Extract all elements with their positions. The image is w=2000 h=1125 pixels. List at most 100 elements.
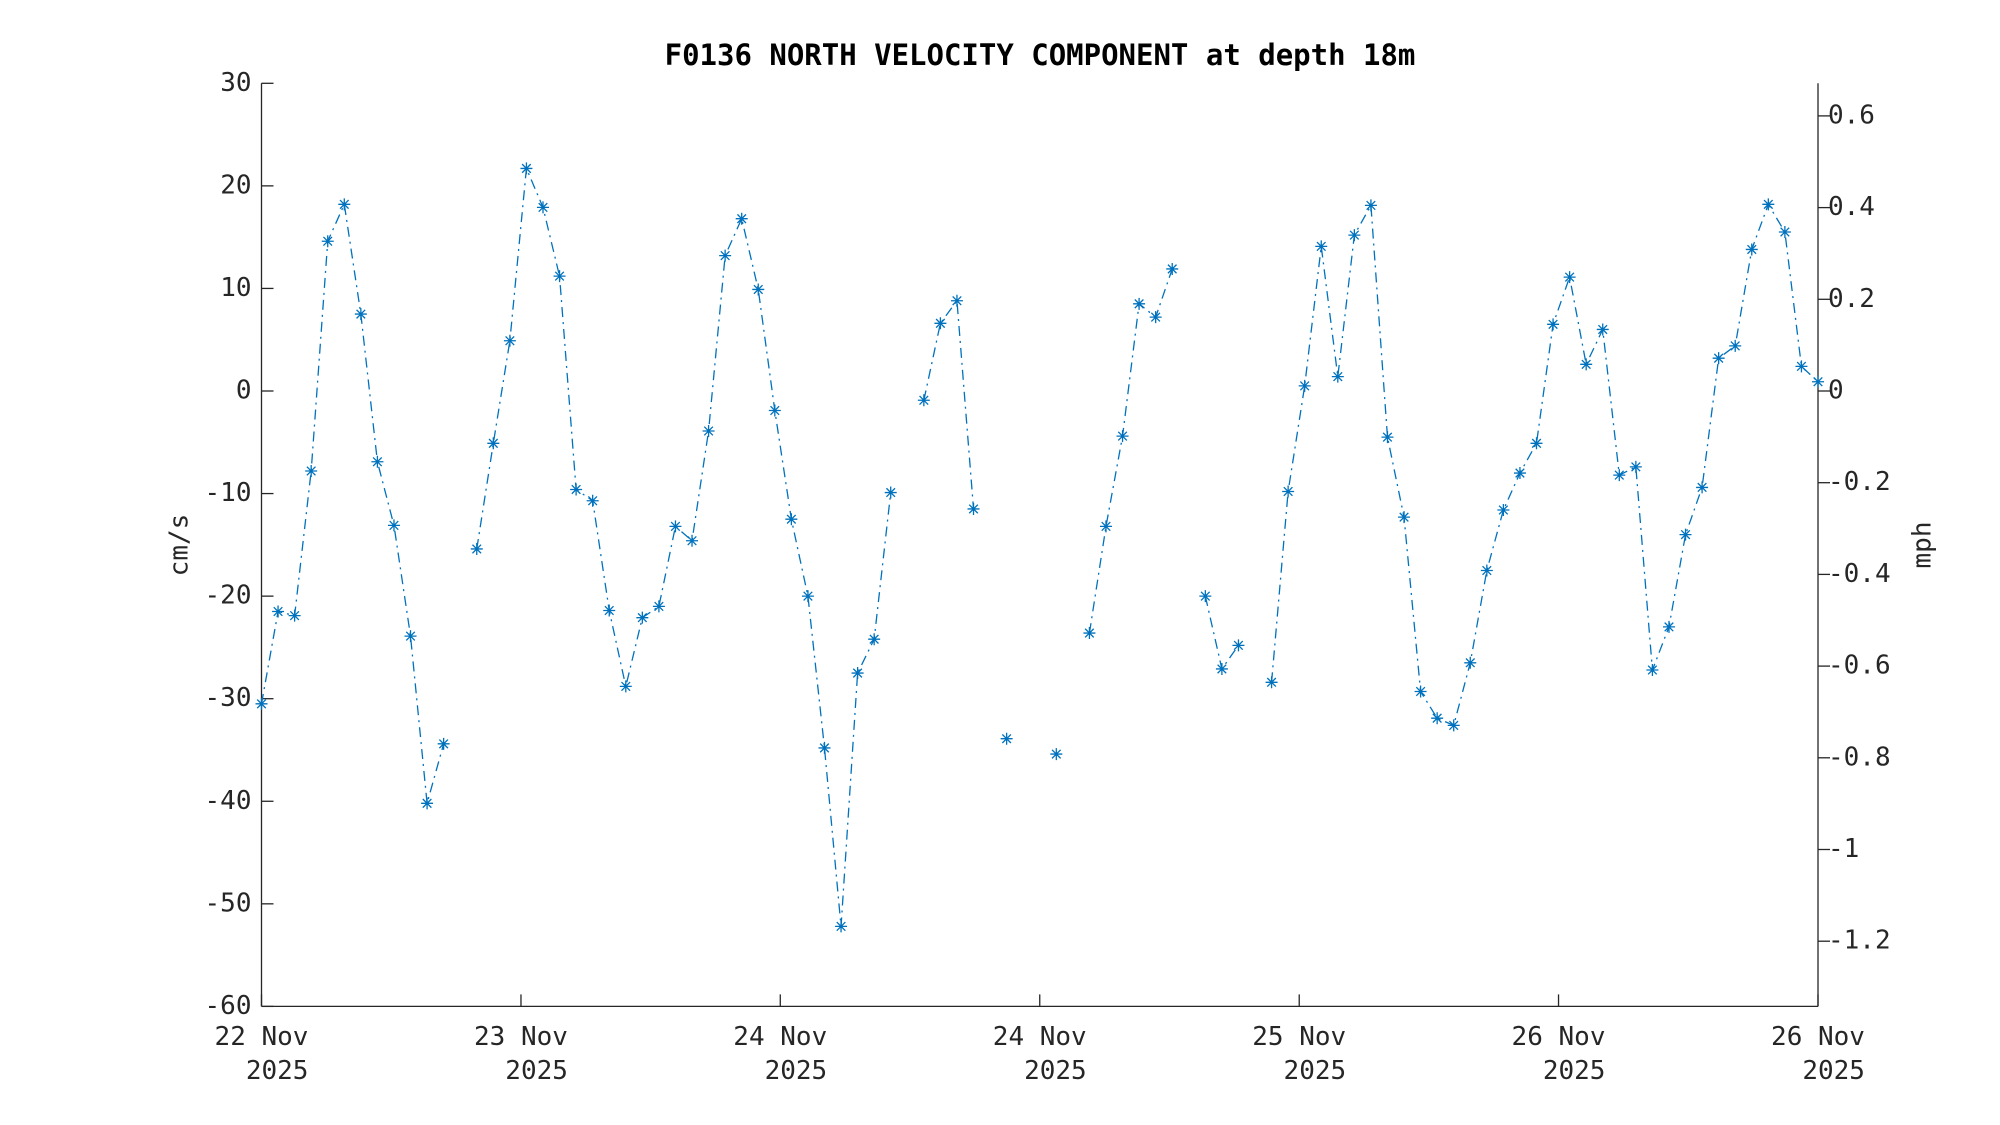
marker [1613, 469, 1626, 482]
x-tick-label: 24 Nov 2025 [992, 1022, 1087, 1087]
marker [719, 249, 732, 262]
marker [1381, 431, 1394, 444]
chart-title: F0136 NORTH VELOCITY COMPONENT at depth … [665, 38, 1416, 72]
x-tick-label: 23 Nov 2025 [474, 1022, 568, 1087]
x-tick-label: 26 Nov 2025 [1771, 1022, 1865, 1087]
marker [437, 737, 450, 750]
marker [288, 609, 301, 622]
y-axis-label: cm/s [165, 514, 195, 577]
y-tick-label: 10 [220, 273, 251, 303]
y-tick-label: 20 [220, 170, 251, 200]
y-tick-label: -10 [205, 478, 252, 508]
marker [1778, 226, 1791, 239]
marker [868, 633, 881, 646]
y2-tick-label: -1.2 [1828, 926, 1891, 956]
x-tick-label: 24 Nov 2025 [733, 1022, 828, 1087]
marker [1265, 676, 1278, 689]
marker [536, 201, 549, 214]
marker [1580, 358, 1593, 371]
marker [1099, 520, 1112, 533]
y2-tick-label: -0.2 [1828, 467, 1891, 497]
marker [1547, 318, 1560, 331]
marker [1431, 712, 1444, 725]
y-tick-label: 30 [220, 68, 251, 98]
marker [1000, 732, 1013, 745]
marker [1215, 662, 1228, 675]
marker [768, 404, 781, 417]
marker [255, 697, 268, 710]
marker [272, 605, 285, 618]
marker [487, 437, 500, 450]
marker [421, 797, 434, 810]
marker [1414, 685, 1427, 698]
marker [553, 270, 566, 283]
x-tick-label: 26 Nov 2025 [1511, 1022, 1606, 1087]
marker [950, 294, 963, 307]
y-tick-label: -20 [205, 581, 252, 611]
marker [1232, 639, 1245, 652]
y-tick-label: -30 [205, 683, 252, 713]
marker [1348, 229, 1361, 242]
y2-tick-label: -1 [1828, 834, 1859, 864]
marker [1315, 240, 1328, 253]
y2-tick-label: -0.4 [1828, 559, 1891, 589]
marker [1762, 198, 1775, 211]
marker [636, 611, 649, 624]
marker [851, 667, 864, 680]
marker [470, 542, 483, 555]
marker [503, 334, 516, 347]
marker [1795, 360, 1808, 373]
marker [338, 198, 351, 211]
marker [702, 425, 715, 438]
marker [1646, 663, 1659, 676]
x-tick-label: 25 Nov 2025 [1252, 1022, 1347, 1087]
marker [570, 483, 583, 496]
marker [835, 920, 848, 933]
marker [967, 502, 980, 515]
marker [305, 465, 318, 478]
y-tick-label: 0 [236, 376, 252, 406]
marker [1464, 656, 1477, 669]
data-line [260, 168, 1819, 927]
marker [884, 486, 897, 499]
y-tick-label: -40 [205, 786, 252, 816]
marker [1398, 511, 1411, 524]
marker [735, 212, 748, 225]
marker [752, 283, 765, 296]
marker [1563, 271, 1576, 284]
marker [586, 494, 599, 507]
marker [652, 600, 665, 613]
marker [1149, 311, 1162, 324]
y2-tick-label: 0 [1828, 376, 1844, 406]
y-tick-label: -60 [205, 991, 252, 1021]
marker [1083, 627, 1096, 640]
marker [1629, 460, 1642, 473]
marker [1116, 430, 1129, 443]
marker [1712, 352, 1725, 365]
marker [1497, 503, 1510, 516]
marker [1298, 379, 1311, 392]
x-tick-label: 22 Nov 2025 [214, 1022, 309, 1087]
marker [917, 394, 930, 407]
marker [785, 513, 798, 526]
y2-tick-label: 0.4 [1828, 192, 1875, 222]
marker [934, 317, 947, 330]
y2-axis-label: mph [1908, 522, 1938, 569]
marker [801, 590, 814, 603]
y2-tick-label: -0.6 [1828, 651, 1891, 681]
marker [818, 741, 831, 754]
y2-tick-label: 0.2 [1828, 284, 1875, 314]
marker [1166, 262, 1179, 275]
y2-tick-label: -0.8 [1828, 742, 1891, 772]
marker [669, 520, 682, 533]
marker [1696, 481, 1709, 494]
marker [603, 604, 616, 617]
marker [1513, 467, 1526, 480]
marker [1596, 323, 1609, 336]
marker [1480, 564, 1493, 577]
marker [1364, 199, 1377, 212]
marker [1729, 339, 1742, 352]
marker [1530, 437, 1543, 450]
marker [1662, 620, 1675, 633]
